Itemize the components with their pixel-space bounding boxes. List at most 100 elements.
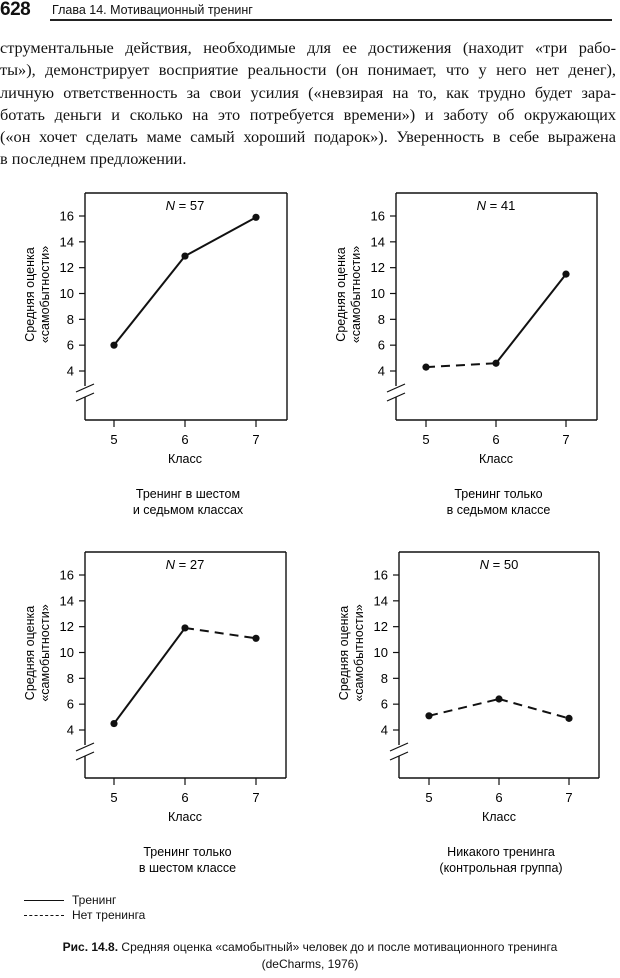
y-tick-label: 10	[60, 286, 74, 301]
page-number: 628	[0, 0, 31, 20]
series-segment-training	[113, 627, 186, 725]
body-line: личную ответственность за свои усилия («…	[0, 82, 616, 102]
data-point	[422, 363, 430, 371]
y-tick-label: 12	[374, 619, 388, 634]
chapter-title: Глава 14. Мотивационный тренинг	[52, 3, 253, 17]
legend-label-no-training: Нет тренинга	[72, 908, 146, 922]
y-tick-label: 6	[378, 338, 385, 353]
y-tick-label: 16	[371, 209, 385, 224]
sample-size-symbol: N	[477, 198, 487, 213]
y-tick-label: 10	[374, 645, 388, 660]
axis-break-mark	[75, 383, 95, 393]
chart-panel-4: 4 6 8 10 12 14 16 5 6 7 Класс Средняя оценка«самобы…	[337, 551, 600, 875]
x-tick-label: 7	[565, 790, 572, 805]
y-tick-label: 16	[60, 568, 74, 583]
body-line: ты»), демонстрирует восприятие реальност…	[0, 60, 616, 80]
y-tick-label: 6	[67, 338, 74, 353]
data-point	[492, 359, 500, 367]
x-axis-title: Класс	[479, 452, 513, 466]
panel-subtitle-line: Тренинг только	[454, 487, 542, 501]
y-tick-label: 8	[67, 671, 74, 686]
data-point	[110, 719, 118, 728]
panel-subtitle-line: Тренинг в шестом	[136, 487, 240, 501]
sample-size-value: = 57	[175, 198, 204, 213]
x-tick-label: 5	[110, 432, 117, 447]
y-axis-title: Средняя оценка«самобытности»	[23, 604, 52, 701]
data-point	[425, 712, 433, 720]
axis-break-mark	[386, 383, 406, 393]
y-tick-label: 4	[381, 723, 388, 738]
sample-size-label: N = 27	[166, 557, 205, 572]
data-point	[110, 341, 118, 349]
y-axis-title: Средняя оценка«самобытности»	[334, 246, 363, 343]
y-axis-title-line: Средняя оценка	[23, 606, 37, 700]
y-tick-label: 14	[60, 234, 74, 249]
x-axis-title: Класс	[168, 810, 202, 824]
y-axis-title-line: «самобытности»	[349, 246, 363, 343]
y-tick-label: 10	[60, 645, 74, 660]
data-point	[495, 695, 503, 703]
caption-source: (deCharms, 1976)	[261, 957, 359, 971]
y-axis-title-line: Средняя оценка	[337, 606, 351, 700]
sample-size-symbol: N	[166, 198, 176, 213]
sample-size-value: = 41	[486, 198, 515, 213]
x-tick-label: 5	[422, 432, 429, 447]
series-segment-no-training	[425, 362, 497, 369]
y-tick-label: 4	[67, 364, 74, 379]
y-tick-label: 12	[60, 260, 74, 275]
data-point	[181, 252, 189, 260]
series-segment-no-training	[498, 698, 570, 720]
caption-text: Средняя оценка «самобытный» человек до и…	[121, 940, 558, 954]
sample-size-symbol: N	[166, 557, 176, 572]
y-tick-label: 10	[371, 286, 385, 301]
sample-size-label: N = 50	[480, 557, 519, 572]
body-line: струментальные действия, необходимые для…	[0, 38, 616, 57]
sample-size-label: N = 41	[477, 198, 516, 213]
body-line: («он хочет сделать маме самый хороший по…	[0, 127, 616, 147]
x-tick-label: 7	[562, 432, 569, 447]
y-tick-label: 8	[381, 671, 388, 686]
y-axis-title-line: «самобытности»	[38, 246, 52, 343]
chart-panel-1: 4 6 8 10 12 14 16 5 6 7 Класс Средняя оценка«самобы…	[23, 192, 288, 517]
solid-line-swatch	[24, 900, 64, 901]
y-tick-label: 6	[67, 697, 74, 712]
y-axis-title-line: «самобытности»	[352, 604, 366, 701]
y-axis-title-line: Средняя оценка	[334, 247, 348, 341]
y-tick-label: 8	[378, 312, 385, 327]
legend-label-training: Тренинг	[72, 893, 117, 907]
y-tick-label: 4	[378, 364, 385, 379]
x-tick-label: 5	[425, 790, 432, 805]
panel-subtitle-line: Никакого тренинга	[447, 845, 555, 859]
y-tick-label: 16	[60, 209, 74, 224]
body-line: ботать деньги и сколько на это потребует…	[0, 104, 616, 124]
sample-size-label: N = 57	[166, 198, 205, 213]
panel-subtitle-line: и седьмом классах	[133, 503, 244, 517]
legend-item-no-training: Нет тренинга	[24, 908, 145, 923]
chart-panel-2: 4 6 8 10 12 14 16 5 6 7 Класс Средняя оценка«самобы…	[334, 192, 598, 517]
x-tick-label: 5	[110, 790, 117, 805]
series-segment-training	[113, 255, 186, 346]
data-point	[181, 624, 189, 632]
header-rule	[50, 19, 612, 21]
series-segment-no-training	[184, 626, 257, 640]
y-tick-label: 14	[374, 593, 388, 608]
panel-subtitle-line: в шестом классе	[139, 861, 236, 875]
chart-panel-3: 4 6 8 10 12 14 16 5 6 7 Класс Средняя оценка«самобы…	[23, 551, 287, 875]
y-axis-title-line: «самобытности»	[38, 604, 52, 701]
sample-size-value: = 50	[489, 557, 518, 572]
data-point	[565, 714, 573, 722]
series-segment-training	[184, 216, 257, 257]
data-point	[252, 213, 260, 221]
body-paragraph: струментальные действия, необходимые для…	[0, 37, 616, 171]
axis-break-mark	[389, 751, 409, 761]
x-axis-title: Класс	[482, 810, 516, 824]
y-axis-title: Средняя оценка«самобытности»	[23, 246, 52, 343]
y-axis-title-line: Средняя оценка	[23, 247, 37, 341]
y-tick-label: 12	[371, 260, 385, 275]
panel-subtitle-line: Тренинг только	[143, 845, 231, 859]
body-line: в последнем предложении.	[0, 149, 187, 169]
sample-size-value: = 27	[175, 557, 204, 572]
axis-break-mark	[389, 742, 409, 752]
y-axis-title: Средняя оценка«самобытности»	[337, 604, 366, 701]
y-tick-label: 8	[67, 312, 74, 327]
